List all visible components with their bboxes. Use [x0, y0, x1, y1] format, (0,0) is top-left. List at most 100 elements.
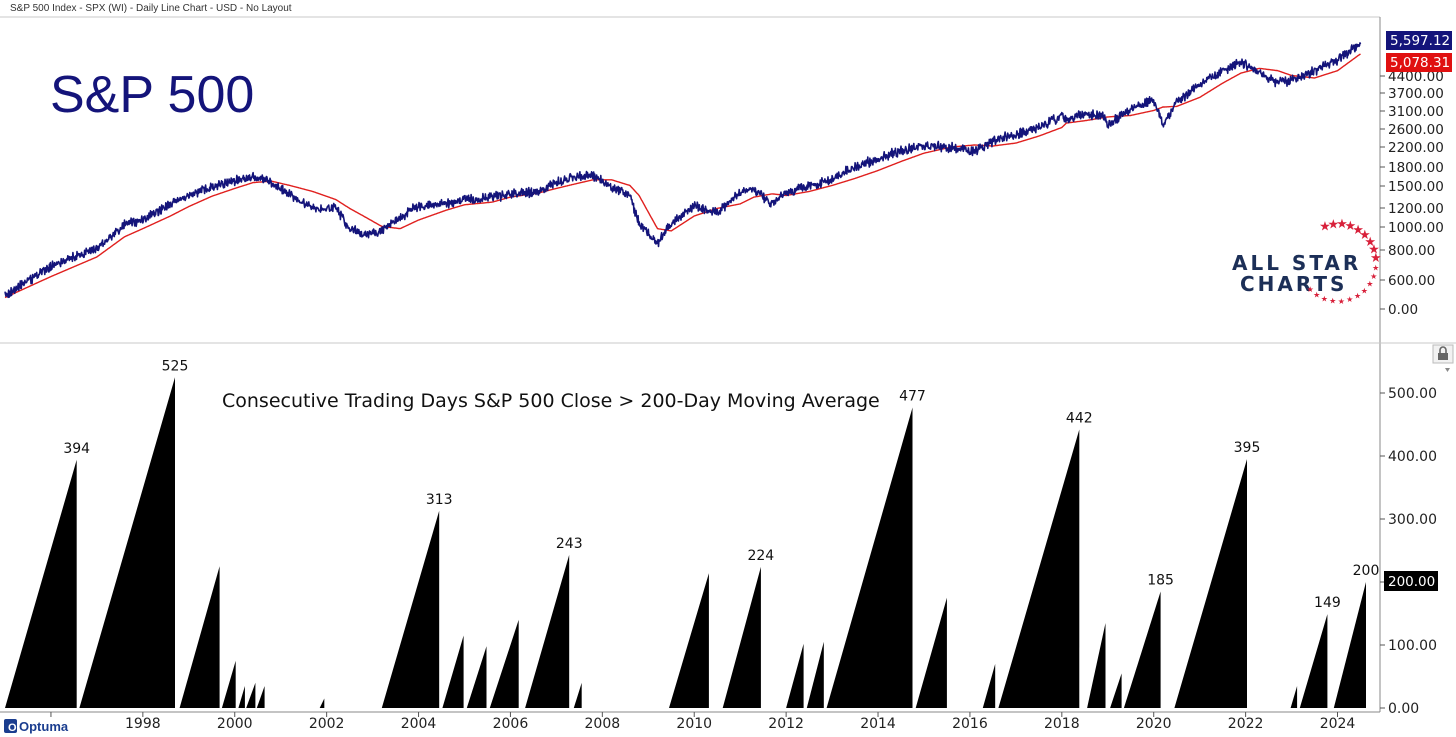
svg-text:CHARTS: CHARTS: [1240, 272, 1347, 296]
logo-star-icon: ★: [1370, 250, 1382, 265]
run-bar: [179, 566, 220, 708]
count-y-tick-label: 300.00: [1388, 512, 1437, 528]
logo-star-icon: ★: [1372, 264, 1379, 273]
run-bar: [915, 597, 947, 708]
run-bar: [1087, 623, 1106, 708]
run-bar: [1174, 459, 1247, 708]
svg-text:5,078.31: 5,078.31: [1390, 55, 1450, 71]
peak-label: 394: [63, 441, 90, 457]
peak-label: 224: [747, 548, 774, 564]
price-series: [4, 42, 1362, 299]
price-y-tick-label: 1500.00: [1388, 179, 1444, 195]
price-last-value-badge: 5,597.12: [1386, 31, 1452, 50]
price-y-tick-label: 3700.00: [1388, 86, 1444, 102]
run-bar: [573, 682, 582, 708]
count-y-tick-label: 500.00: [1388, 386, 1437, 402]
logo-star-icon: ★: [1338, 297, 1345, 306]
scroll-down-arrow-icon[interactable]: [1445, 368, 1450, 372]
price-y-tick-label: 2600.00: [1388, 122, 1444, 138]
run-bar: [1290, 686, 1298, 708]
run-bar: [442, 635, 464, 708]
run-bar: [525, 554, 570, 708]
logo-star-icon: ★: [1336, 216, 1348, 231]
count-y-tick-label: 100.00: [1388, 638, 1437, 654]
x-tick-label: 2008: [585, 716, 621, 732]
x-tick-label: 2022: [1228, 716, 1264, 732]
price-line: [4, 42, 1362, 299]
x-tick-label: 2018: [1044, 716, 1080, 732]
run-bar: [1333, 582, 1366, 708]
x-tick-label: 2024: [1320, 716, 1356, 732]
logo-star-icon: ★: [1352, 222, 1364, 237]
logo-star-icon: ★: [1345, 218, 1357, 233]
consecutive-days-series: [5, 377, 1366, 708]
bottom-panel-subtitle: Consecutive Trading Days S&P 500 Close >…: [222, 390, 880, 412]
peak-label: 525: [162, 358, 189, 374]
x-axis: 1996199820002002200420062008201020122014…: [33, 712, 1355, 732]
x-tick-label: 2014: [860, 716, 896, 732]
logo-star-icon: ★: [1366, 280, 1373, 289]
all-star-charts-logo: ALL STAR CHARTS ★★★★★★★★★★★★★★★★★★★★: [1232, 216, 1382, 306]
run-bar: [982, 663, 996, 708]
run-bar: [221, 660, 236, 708]
run-bar: [79, 377, 175, 708]
logo-star-icon: ★: [1370, 272, 1377, 281]
svg-text:O: O: [8, 722, 17, 734]
peak-label: 243: [556, 536, 583, 552]
count-last-value-badge: 200.00: [1384, 571, 1438, 591]
peak-label: 313: [426, 492, 453, 508]
x-tick-label: 2006: [493, 716, 529, 732]
x-tick-label: 2020: [1136, 716, 1172, 732]
price-y-tick-label: 1200.00: [1388, 201, 1444, 217]
logo-star-icon: ★: [1313, 291, 1320, 300]
logo-star-icon: ★: [1321, 294, 1328, 303]
price-y-tick-label: 2200.00: [1388, 140, 1444, 156]
run-bar: [1299, 614, 1328, 708]
count-y-axis: 500.00 400.00 300.00 200.00 100.00 0.00: [1380, 386, 1437, 717]
count-y-tick-label: 400.00: [1388, 449, 1437, 465]
price-y-tick-label: 800.00: [1388, 243, 1435, 259]
run-bar: [806, 641, 824, 708]
logo-star-icon: ★: [1359, 227, 1371, 242]
run-bar: [489, 619, 519, 708]
logo-star-icon: ★: [1307, 285, 1314, 294]
x-tick-label: 2016: [952, 716, 988, 732]
peak-label: 200: [1353, 563, 1380, 579]
peak-label: 185: [1147, 572, 1174, 588]
moving-average-line: [4, 53, 1361, 299]
peak-label: 149: [1314, 595, 1341, 611]
svg-text:ALL STAR: ALL STAR: [1232, 251, 1361, 275]
ma-last-value-badge: 5,078.31: [1386, 53, 1452, 72]
logo-star-icon: ★: [1354, 292, 1361, 301]
run-bar: [256, 686, 265, 708]
x-tick-label: 2010: [676, 716, 712, 732]
run-bar: [1110, 673, 1122, 708]
price-y-tick-label: 0.00: [1388, 302, 1418, 318]
svg-text:Optuma: Optuma: [19, 719, 69, 734]
x-tick-label: 2012: [768, 716, 804, 732]
x-tick-label: 2004: [401, 716, 437, 732]
price-y-tick-label: 3100.00: [1388, 104, 1444, 120]
run-bar: [722, 566, 761, 708]
optuma-footer: O Optuma: [2, 717, 78, 735]
peak-label: 477: [899, 388, 926, 404]
run-bar: [5, 459, 77, 708]
logo-star-icon: ★: [1328, 216, 1340, 231]
optuma-logo-icon: [4, 719, 17, 733]
peak-label: 442: [1066, 411, 1093, 427]
run-bar: [826, 407, 913, 708]
run-bar: [669, 573, 709, 708]
logo-star-icon: ★: [1361, 286, 1368, 295]
moving-average-series: [4, 53, 1361, 299]
chart-header-title: S&P 500 Index - SPX (WI) - Daily Line Ch…: [10, 3, 292, 14]
logo-star-icon: ★: [1329, 297, 1336, 306]
price-y-tick-label: 4400.00: [1388, 69, 1444, 85]
logo-star-icon: ★: [1319, 218, 1331, 233]
lock-icon[interactable]: [1432, 344, 1454, 364]
count-y-tick-label: 0.00: [1388, 701, 1419, 717]
price-y-tick-label: 1000.00: [1388, 220, 1444, 236]
main-title: S&P 500: [50, 66, 254, 124]
x-tick-label: 2000: [217, 716, 253, 732]
run-bar: [381, 510, 440, 708]
logo-star-icon: ★: [1364, 234, 1376, 249]
